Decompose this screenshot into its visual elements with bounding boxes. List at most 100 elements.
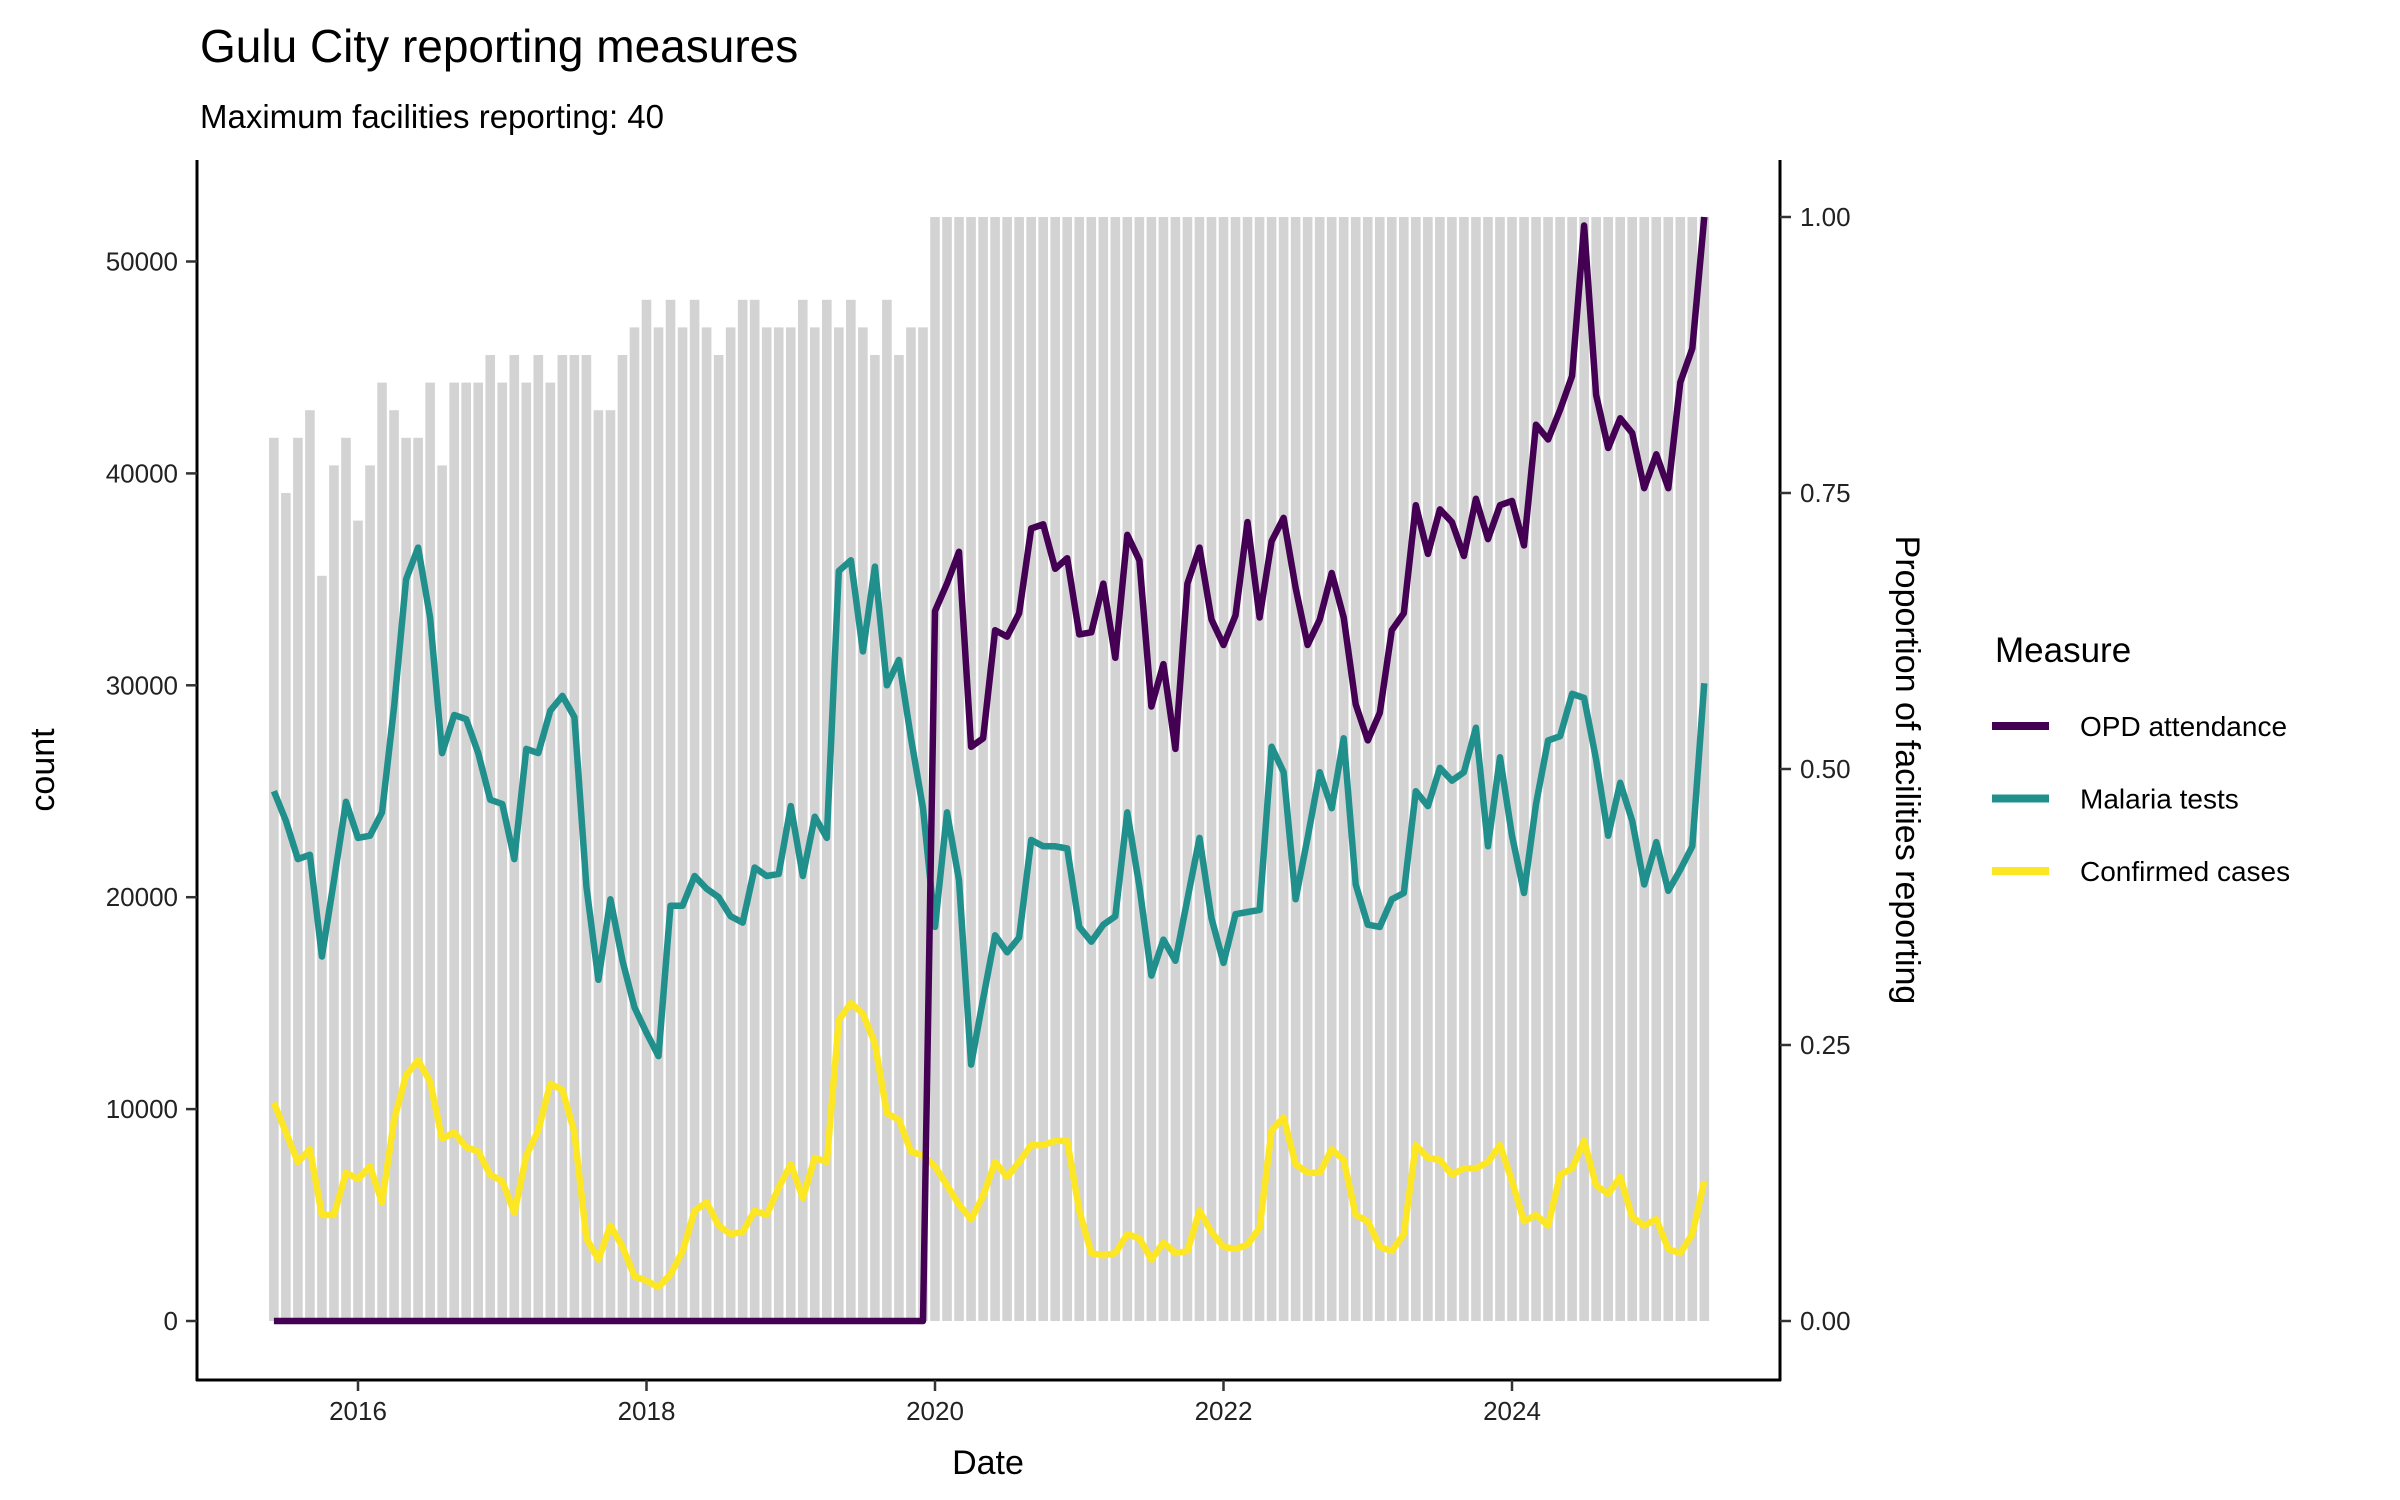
series-line-confirmed-cases: [270, 999, 1708, 1291]
right-axis-ticks: 0.00 0.25 0.50 0.75 1.00: [1780, 202, 1851, 1336]
facility-bar: [966, 217, 976, 1321]
legend-item: Malaria tests: [1992, 784, 2239, 815]
facility-bar: [797, 299, 808, 1321]
facility-bar: [701, 327, 712, 1321]
facility-bar: [1699, 217, 1710, 1321]
facility-bar: [1170, 217, 1181, 1321]
facility-bar: [870, 355, 880, 1321]
x-tick-label: 2024: [1483, 1396, 1541, 1426]
facility-bar: [1050, 217, 1061, 1321]
facility-bar: [1218, 217, 1229, 1321]
series-line-malaria-tests: [270, 544, 1708, 1068]
facility-bar: [557, 355, 568, 1321]
facility-bar: [737, 299, 748, 1321]
facility-bar: [834, 327, 844, 1321]
facility-bar: [1302, 217, 1313, 1321]
facility-bar: [1531, 217, 1541, 1321]
facility-bar: [1158, 217, 1169, 1321]
y2-tick-label: 0.25: [1800, 1030, 1851, 1060]
legend-label: Confirmed cases: [2080, 856, 2290, 887]
facility-bar: [365, 465, 375, 1321]
facility-bar: [629, 327, 640, 1321]
facility-bar: [1507, 217, 1517, 1321]
x-tick-label: 2016: [329, 1396, 387, 1426]
facility-bar: [1206, 217, 1217, 1321]
facility-bar: [1663, 217, 1674, 1321]
facility-bar: [1290, 217, 1301, 1321]
legend-label: Malaria tests: [2080, 784, 2239, 815]
facility-bar: [1615, 217, 1625, 1321]
x-axis-ticks: 2016 2018 2020 2022 2024: [329, 1380, 1541, 1426]
y-tick-label: 0: [164, 1306, 178, 1336]
x-tick-label: 2018: [618, 1396, 676, 1426]
facility-bar: [1567, 217, 1577, 1321]
facility-bar: [521, 382, 532, 1322]
facility-bar: [281, 493, 291, 1321]
facility-bar: [401, 437, 411, 1321]
facility-bar: [1543, 217, 1553, 1321]
facility-bar: [653, 327, 664, 1321]
y2-axis-title: Proportion of facilities reporting: [1888, 536, 1926, 1005]
legend-item: OPD attendance: [1992, 711, 2287, 742]
facility-bar: [473, 382, 484, 1322]
facility-bar: [389, 410, 399, 1321]
facility-bar: [1651, 217, 1662, 1321]
facility-bar: [1471, 217, 1481, 1321]
facility-bar: [437, 465, 447, 1321]
y-tick-label: 10000: [106, 1094, 178, 1124]
facility-bar: [461, 382, 471, 1322]
facility-bar: [665, 299, 676, 1321]
facility-bar: [978, 217, 988, 1321]
y2-tick-label: 1.00: [1800, 202, 1851, 232]
facility-bar: [1002, 217, 1012, 1321]
legend-item: Confirmed cases: [1992, 856, 2290, 887]
facility-bar: [749, 299, 760, 1321]
facility-bar: [1254, 217, 1265, 1321]
facility-bar: [1675, 217, 1686, 1321]
facility-bar: [569, 355, 580, 1321]
y-axis-title: count: [24, 728, 62, 812]
facility-bar: [641, 299, 652, 1321]
facility-bar: [1350, 217, 1361, 1321]
legend-title: Measure: [1995, 631, 2131, 670]
x-axis-title: Date: [952, 1444, 1024, 1482]
facility-bar: [545, 382, 556, 1322]
facility-bar: [1122, 217, 1133, 1321]
facility-bar: [1182, 217, 1193, 1321]
facility-bar: [773, 327, 784, 1321]
y2-tick-label: 0.75: [1800, 478, 1851, 508]
facility-bar: [1362, 217, 1373, 1321]
legend: Measure OPD attendance Malaria tests Confi…: [1992, 631, 2290, 887]
facility-bar: [894, 355, 904, 1321]
facility-bar: [990, 217, 1000, 1321]
series-line-opd-attendance: [273, 216, 1708, 1325]
facility-bar: [1687, 217, 1698, 1321]
facility-bar: [1074, 217, 1085, 1321]
x-tick-label: 2022: [1195, 1396, 1253, 1426]
legend-label: OPD attendance: [2080, 711, 2287, 742]
facility-bar: [1326, 217, 1337, 1321]
y-tick-label: 50000: [106, 246, 178, 276]
chart-subtitle: Maximum facilities reporting: 40: [200, 98, 664, 135]
facility-bar: [858, 327, 868, 1321]
facility-bar: [1110, 217, 1121, 1321]
facility-bar: [1194, 217, 1205, 1321]
facility-bar: [449, 382, 459, 1322]
facility-bar: [581, 355, 592, 1321]
facility-bar: [617, 355, 628, 1321]
facility-bar: [954, 217, 964, 1321]
series-lines: [270, 216, 1708, 1325]
facility-bar: [1230, 217, 1241, 1321]
facility-bar: [761, 327, 772, 1321]
facility-bar: [1098, 217, 1109, 1321]
facility-bar: [605, 410, 616, 1321]
facility-bar: [413, 437, 423, 1321]
facility-bar: [1038, 217, 1048, 1321]
facility-bar: [882, 299, 892, 1321]
facility-bar: [293, 437, 303, 1321]
facility-bar: [713, 355, 724, 1321]
facility-bar: [1014, 217, 1024, 1321]
facility-bar: [1519, 217, 1529, 1321]
facility-bar: [1146, 217, 1157, 1321]
